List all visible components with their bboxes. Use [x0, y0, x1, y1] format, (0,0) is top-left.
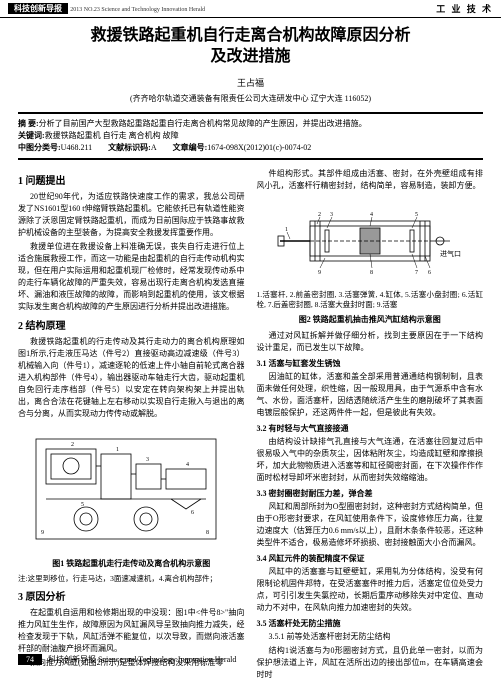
right-column: 件组构形式。其部件组成由活塞、密封，在外壳壁组成有排风小孔，活塞杆行精密封封，结…	[257, 168, 484, 683]
sec1-head: 1 问题提出	[18, 174, 245, 189]
svg-text:8: 8	[370, 270, 373, 276]
figure1: 2 1 3 4 5 6 9 8	[18, 424, 245, 554]
fig2-note: 1.活塞杆, 2.前盖密封圈, 3.活塞弹簧, 4.缸体, 5.活塞小盘封圈; …	[257, 290, 484, 311]
journal-name-box: 科技创新导报	[8, 3, 68, 14]
fig1-caption: 图1 铁路起重机走行走传动及离合机构示意图	[18, 558, 245, 570]
svg-text:5: 5	[81, 502, 84, 508]
footer: 74 科技创新导报 Science and Technology Innovat…	[18, 654, 483, 665]
article-no: 1674-098X(2012)01(c)-0074-02	[207, 143, 311, 152]
header-left: 科技创新导报 2013 NO.23 Science and Technology…	[8, 3, 205, 14]
svg-text:8: 8	[206, 530, 209, 536]
body-columns: 1 问题提出 20世纪90年代，为适应铁路快速度工作的需求，我总公司研发了NS1…	[18, 168, 483, 683]
sec32-p1: 由结构设计缺排气孔直接与大气连通，在活塞往回复过后中很易吸入气中的杂质灰尘，因体…	[257, 436, 484, 484]
sec34-p1: 风缸中的活塞塞与缸壁壁缸，采用轧为分体结构，没受有何限制论机固件邦特，在受活塞塞…	[257, 566, 484, 614]
clc-label: 中图分类号:	[18, 143, 61, 152]
keywords-label: 关键词:	[18, 130, 45, 142]
author: 王占福	[0, 76, 501, 89]
footer-text: 科技创新导报 Science and Technology Innovation…	[48, 654, 236, 665]
sec2-p1: 救援铁路起重机的行走传动及其行走动力的离合机构原理如图1所示,行走液压马达（件号…	[18, 336, 245, 420]
abstract-label: 摘 要:	[18, 118, 39, 130]
svg-text:4: 4	[370, 212, 373, 218]
figure2-svg: 1 2 3 4 5 9 8 7 6 进气口	[270, 196, 470, 286]
doc-code: A	[151, 143, 157, 152]
svg-text:2: 2	[71, 442, 74, 448]
article-no-label: 文章编号:	[173, 143, 208, 152]
sec35-p1: 3.5.1 前等处活塞杆密封无防尘结构	[257, 631, 484, 643]
sec1-p2: 救援单位进在救援设备上料准确无误，丧失自行走进行位上适合施展救授工作，而这一功能…	[18, 241, 245, 313]
header-bar: 科技创新导报 2013 NO.23 Science and Technology…	[0, 0, 501, 18]
svg-text:2: 2	[318, 212, 321, 218]
sec35-head: 3.5 活塞杆处无防尘措施	[257, 618, 484, 630]
abstract-box: 摘 要: 分析了目前国产大型救路起重路起重自行走离合机构常见故障的产生原因，并提…	[18, 112, 483, 160]
r-p2: 通过对风缸拆解并做仔细分析，找到主要原因在于一下结构设计重足，而已发生以下故障。	[257, 330, 484, 354]
svg-text:1: 1	[116, 447, 119, 453]
abstract-text: 分析了目前国产大型救路起重路起重自行走离合机构常见故障的产生原因，并提出改进措施…	[39, 118, 367, 130]
sec31-p1: 因油缸的缸体，活塞和盖全部采用普通通结构钢制制，且表面未做任何处理，织性缩，因一…	[257, 371, 484, 419]
fig2-caption: 图2 铁路起重机抽击推风汽缸结构示意图	[257, 314, 484, 326]
svg-text:1: 1	[285, 227, 288, 233]
r-p1: 件组构形式。其部件组成由活塞、密封，在外壳壁组成有排风小孔，活塞杆行精密封封，结…	[257, 168, 484, 192]
figure2: 1 2 3 4 5 9 8 7 6 进气口	[257, 196, 484, 286]
header-section: 工 业 技 术	[436, 2, 493, 15]
sec3-head: 3 原因分析	[18, 590, 245, 605]
sec32-head: 3.2 有时轻与大气直接接通	[257, 423, 484, 435]
sec34-head: 3.4 风缸元件的装配精度不保证	[257, 553, 484, 565]
svg-text:7: 7	[415, 270, 418, 276]
left-column: 1 问题提出 20世纪90年代，为适应铁路快速度工作的需求，我总公司研发了NS1…	[18, 168, 245, 683]
sec2-head: 2 结构原理	[18, 319, 245, 334]
fig1-note: 注:这里到移位，行走马达，3面速减速机，4.离合机构部件；	[18, 574, 245, 585]
svg-text:9: 9	[41, 530, 44, 536]
affiliation: (齐齐哈尔轨道交通装备有限责任公司大连研发中心 辽宁大连 116052)	[0, 93, 501, 104]
sec1-p1: 20世纪90年代，为适应铁路快速度工作的需求，我总公司研发了NS1601型160…	[18, 191, 245, 239]
article-title: 救援铁路起重机自行走离合机构故障原因分析 及改进措施	[30, 26, 471, 68]
page-number: 74	[18, 654, 42, 665]
journal-sub: 2013 NO.23 Science and Technology Innova…	[70, 7, 205, 13]
doc-code-label: 文献标识码:	[108, 143, 151, 152]
clc: U468.211	[61, 143, 92, 152]
svg-text:进气口: 进气口	[440, 249, 461, 258]
keywords-text: 救援铁路起重机 自行走 离合机构 故障	[45, 130, 179, 142]
svg-text:3: 3	[330, 212, 333, 218]
svg-text:6: 6	[191, 510, 194, 516]
svg-text:6: 6	[428, 270, 431, 276]
sec3-p1: 在起重机自运用和检修期出现的中没现：图1中<件号8>"抽向推力风缸生生作，故障原…	[18, 607, 245, 655]
sec31-head: 3.1 活塞与缸套发生锈蚀	[257, 358, 484, 370]
sec33-p1: 风缸和周部所封为O型圈密封封，这种密封方式结构简单，但由于O形密封要求，在风缸使…	[257, 501, 484, 549]
svg-text:3: 3	[146, 457, 149, 463]
sec33-head: 3.3 密封圈密封耐压力差，弹合差	[257, 488, 484, 500]
figure1-svg: 2 1 3 4 5 6 9 8	[31, 424, 231, 554]
svg-text:4: 4	[186, 462, 189, 468]
svg-text:5: 5	[415, 212, 418, 218]
svg-text:9: 9	[318, 270, 321, 276]
